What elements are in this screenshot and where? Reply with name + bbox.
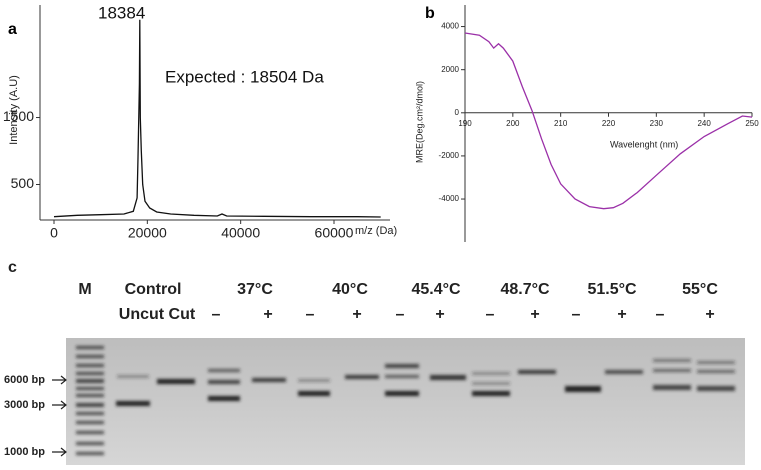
- lane-sign: –: [572, 306, 581, 323]
- data-line: [53, 19, 381, 218]
- size-label: 1000 bp: [4, 446, 45, 458]
- lane-sign: +: [705, 306, 714, 323]
- gel-image: [66, 338, 745, 465]
- lane-sign: +: [263, 306, 272, 323]
- temperature-label: 55°C: [682, 281, 718, 298]
- x-tick-label: 230: [650, 119, 664, 128]
- temperature-label: 37°C: [237, 281, 273, 298]
- lane-sign: +: [530, 306, 539, 323]
- y-tick-label: 4000: [441, 22, 459, 31]
- x-tick-label: 60000: [315, 225, 354, 241]
- y-tick-label: -4000: [439, 194, 460, 203]
- temperature-label: 45.4°C: [411, 281, 461, 298]
- gel-bands: [76, 346, 735, 455]
- x-tick-label: 190: [458, 119, 472, 128]
- lane-sign: –: [486, 306, 495, 323]
- lane-sign: –: [396, 306, 405, 323]
- size-label: 6000 bp: [4, 374, 45, 386]
- temperature-label: 48.7°C: [500, 281, 550, 298]
- y-tick-label: 2000: [441, 65, 459, 74]
- temperature-label: 51.5°C: [587, 281, 637, 298]
- y-tick-label: 1500: [3, 108, 34, 124]
- annotation: 18384: [98, 3, 145, 22]
- lane-sign: +: [435, 306, 444, 323]
- y-tick-label: 0: [455, 108, 460, 117]
- lane-sign: +: [617, 306, 626, 323]
- x-tick-label: 240: [697, 119, 711, 128]
- marker-label: M: [78, 281, 91, 298]
- lane-sign: +: [352, 306, 361, 323]
- control-label: Control: [125, 281, 182, 298]
- lane-sign: –: [212, 306, 221, 323]
- x-tick-label: 20000: [128, 225, 167, 241]
- lane-sign: –: [656, 306, 665, 323]
- data-line: [464, 32, 753, 210]
- annotation: Expected : 18504 Da: [165, 67, 324, 86]
- x-tick-label: 0: [50, 225, 58, 241]
- y-axis-label: Intensity (A.U): [8, 75, 20, 145]
- panel-label: c: [8, 259, 17, 276]
- x-axis-label: Wavelenght (nm): [610, 139, 678, 149]
- x-tick-label: 220: [602, 119, 616, 128]
- y-tick-label: -2000: [439, 151, 460, 160]
- control-lanes-label: Uncut Cut: [119, 306, 196, 323]
- size-label: 3000 bp: [4, 399, 45, 411]
- panel-label: b: [425, 5, 435, 22]
- x-tick-label: 200: [506, 119, 520, 128]
- x-tick-label: 210: [554, 119, 568, 128]
- y-tick-label: 500: [11, 175, 35, 191]
- temperature-label: 40°C: [332, 281, 368, 298]
- size-arrows: [52, 375, 67, 457]
- x-axis-label: m/z (Da): [355, 225, 397, 237]
- y-axis-label: MRE(Deg.cm²/dmol): [414, 81, 424, 163]
- x-tick-label: 40000: [221, 225, 260, 241]
- panel-label: a: [8, 21, 17, 38]
- x-tick-label: 250: [745, 119, 759, 128]
- gel-panel: c M Control Uncut Cut 37°C 40°C 45.4°C 4…: [4, 259, 745, 465]
- lane-sign: –: [306, 306, 315, 323]
